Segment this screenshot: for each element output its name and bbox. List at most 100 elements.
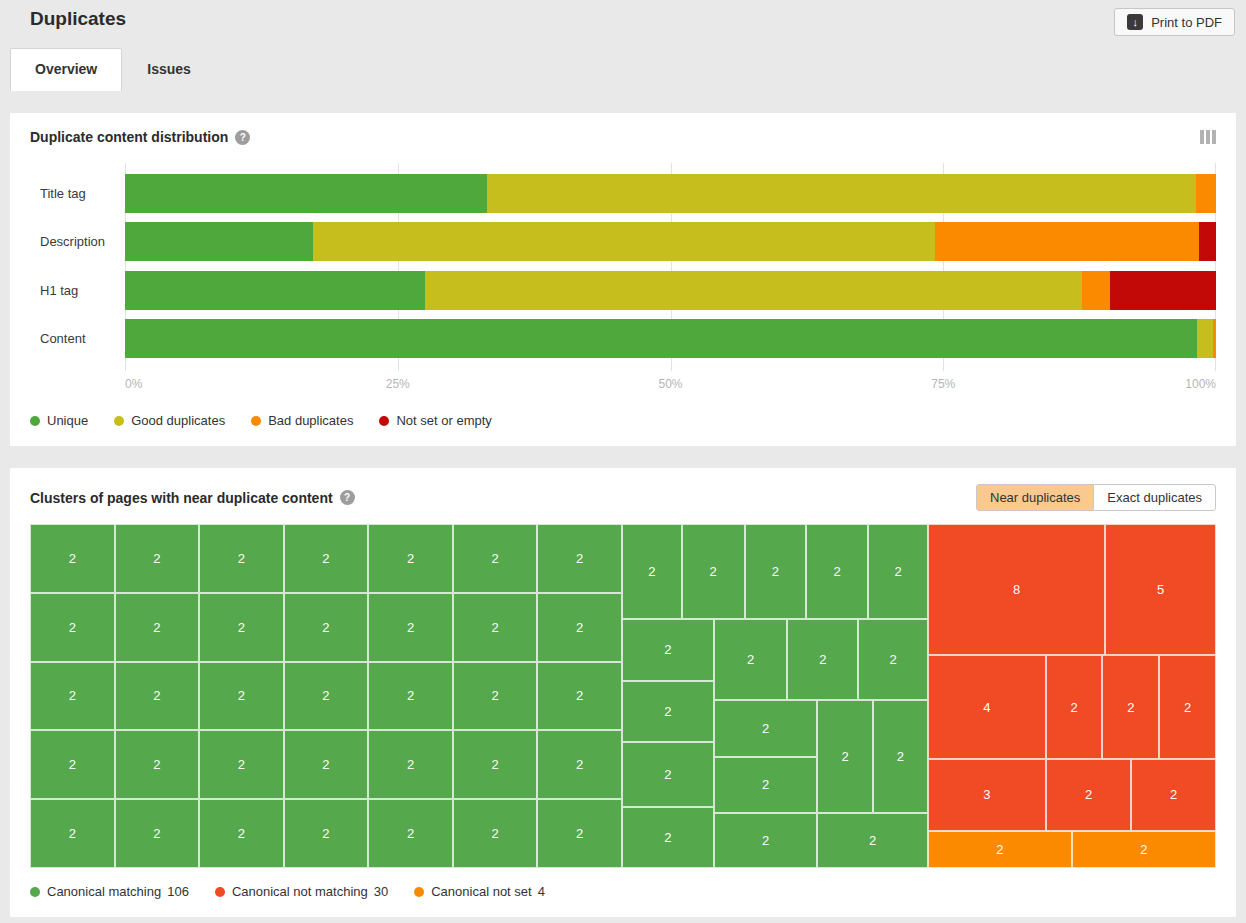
treemap-cell-matching[interactable]: 2 [714,757,818,813]
legend-dot-icon [30,887,40,897]
treemap-cell-matching[interactable]: 2 [537,799,622,868]
treemap-cell-matching[interactable]: 2 [537,662,622,731]
bar-description [125,222,1216,261]
treemap-cell-matching[interactable]: 2 [368,730,453,799]
treemap-cell-not-matching[interactable]: 5 [1105,524,1216,655]
column-chart-icon[interactable] [1200,130,1216,144]
treemap-cell-matching[interactable]: 2 [368,799,453,868]
treemap-cell-not-set[interactable]: 2 [928,831,1072,868]
treemap-cell-matching[interactable]: 2 [537,593,622,662]
treemap-cell-matching[interactable]: 2 [115,662,200,731]
row-labels: Title tagDescriptionH1 tagContent [30,163,125,371]
treemap-cell-matching[interactable]: 2 [284,662,369,731]
treemap-cell-matching[interactable]: 2 [622,619,714,681]
legend-dot-icon [215,887,225,897]
treemap-cell-not-matching[interactable]: 8 [928,524,1105,655]
bar-segment-bad-duplicates[interactable] [1082,271,1110,310]
bar-segment-good-duplicates[interactable] [425,271,1082,310]
treemap-cell-matching[interactable]: 2 [115,593,200,662]
treemap-cell-matching[interactable]: 2 [453,593,538,662]
print-to-pdf-button[interactable]: ↓ Print to PDF [1114,8,1235,36]
treemap-cell-not-set[interactable]: 2 [1072,831,1216,868]
toggle-near-duplicates[interactable]: Near duplicates [976,484,1094,511]
bar-segment-unique[interactable] [125,319,1197,358]
tab-issues[interactable]: Issues [122,48,216,91]
treemap-cell-matching[interactable]: 2 [817,700,872,813]
treemap-cell-matching[interactable]: 2 [115,730,200,799]
legend-label: Canonical not set [431,884,531,899]
treemap-cell-matching[interactable]: 2 [368,593,453,662]
treemap-cell-matching[interactable]: 2 [284,730,369,799]
treemap-cell-matching[interactable]: 2 [787,619,858,700]
treemap-cell-matching[interactable]: 2 [30,593,115,662]
row-label: Content [40,319,125,358]
treemap-cell-matching[interactable]: 2 [453,524,538,593]
treemap-cell-matching[interactable]: 2 [622,524,682,619]
treemap-cell-matching[interactable]: 2 [537,524,622,593]
help-icon[interactable]: ? [235,130,250,145]
treemap-cell-matching[interactable]: 2 [873,700,928,813]
treemap-cell-matching[interactable]: 2 [199,662,284,731]
treemap-cell-matching[interactable]: 2 [817,813,928,868]
bar-segment-unique[interactable] [125,174,487,213]
treemap-cell-matching[interactable]: 2 [682,524,745,619]
bar-segment-not-set-or-empty[interactable] [1110,271,1216,310]
treemap-cell-not-matching[interactable]: 4 [928,655,1046,759]
treemap-cell-not-matching[interactable]: 2 [1131,759,1216,831]
treemap-cell-not-matching[interactable]: 2 [1046,655,1103,759]
treemap-cell-matching[interactable]: 2 [622,742,714,807]
treemap-cell-matching[interactable]: 2 [714,619,788,700]
legend-item: Bad duplicates [251,413,353,428]
treemap-cell-matching[interactable]: 2 [622,681,714,742]
treemap-cell-matching[interactable]: 2 [622,807,714,868]
clusters-card: Clusters of pages with near duplicate co… [10,468,1236,917]
treemap-cell-matching[interactable]: 2 [453,662,538,731]
bar-segment-not-set-or-empty[interactable] [1199,222,1216,261]
treemap-cell-matching[interactable]: 2 [368,524,453,593]
treemap-cell-not-matching[interactable]: 2 [1159,655,1216,759]
treemap-cell-matching[interactable]: 2 [30,799,115,868]
bar-segment-good-duplicates[interactable] [313,222,935,261]
treemap-cell-matching[interactable]: 2 [199,730,284,799]
treemap-cell-matching[interactable]: 2 [714,700,818,757]
legend-label: Canonical not matching [232,884,368,899]
treemap-cell-matching[interactable]: 2 [284,593,369,662]
treemap-cell-matching[interactable]: 2 [745,524,807,619]
treemap-cell-matching[interactable]: 2 [537,730,622,799]
treemap-cell-not-matching[interactable]: 3 [928,759,1046,831]
legend-item: Unique [30,413,88,428]
treemap-cell-matching[interactable]: 2 [199,524,284,593]
legend-label: Canonical matching [47,884,161,899]
treemap-cell-matching[interactable]: 2 [284,799,369,868]
legend-item: Canonical matching106 [30,884,189,899]
bar-segment-good-duplicates[interactable] [1197,319,1212,358]
treemap-cell-matching[interactable]: 2 [368,662,453,731]
treemap-cell-matching[interactable]: 2 [453,730,538,799]
toggle-exact-duplicates[interactable]: Exact duplicates [1093,484,1216,511]
bar-segment-bad-duplicates[interactable] [1196,174,1216,213]
treemap-cell-matching[interactable]: 2 [30,662,115,731]
treemap-cell-not-matching[interactable]: 2 [1046,759,1132,831]
bar-segment-bad-duplicates[interactable] [935,222,1199,261]
treemap-cell-matching[interactable]: 2 [858,619,928,700]
treemap-cell-matching[interactable]: 2 [199,593,284,662]
clusters-card-title: Clusters of pages with near duplicate co… [30,490,333,506]
treemap-cell-matching[interactable]: 2 [115,799,200,868]
bar-segment-unique[interactable] [125,222,313,261]
tab-overview[interactable]: Overview [10,48,122,91]
treemap-cell-not-matching[interactable]: 2 [1102,655,1159,759]
bar-segment-good-duplicates[interactable] [487,174,1196,213]
bar-segment-unique[interactable] [125,271,425,310]
treemap-cell-matching[interactable]: 2 [30,730,115,799]
treemap-cell-matching[interactable]: 2 [115,524,200,593]
treemap-cell-matching[interactable]: 2 [199,799,284,868]
legend-dot-icon [30,416,40,426]
help-icon[interactable]: ? [340,490,355,505]
treemap-cell-matching[interactable]: 2 [453,799,538,868]
treemap-cell-matching[interactable]: 2 [714,813,818,868]
treemap-cell-matching[interactable]: 2 [806,524,868,619]
bar-segment-bad-duplicates[interactable] [1213,319,1216,358]
treemap-cell-matching[interactable]: 2 [284,524,369,593]
treemap-cell-matching[interactable]: 2 [30,524,115,593]
treemap-cell-matching[interactable]: 2 [868,524,928,619]
